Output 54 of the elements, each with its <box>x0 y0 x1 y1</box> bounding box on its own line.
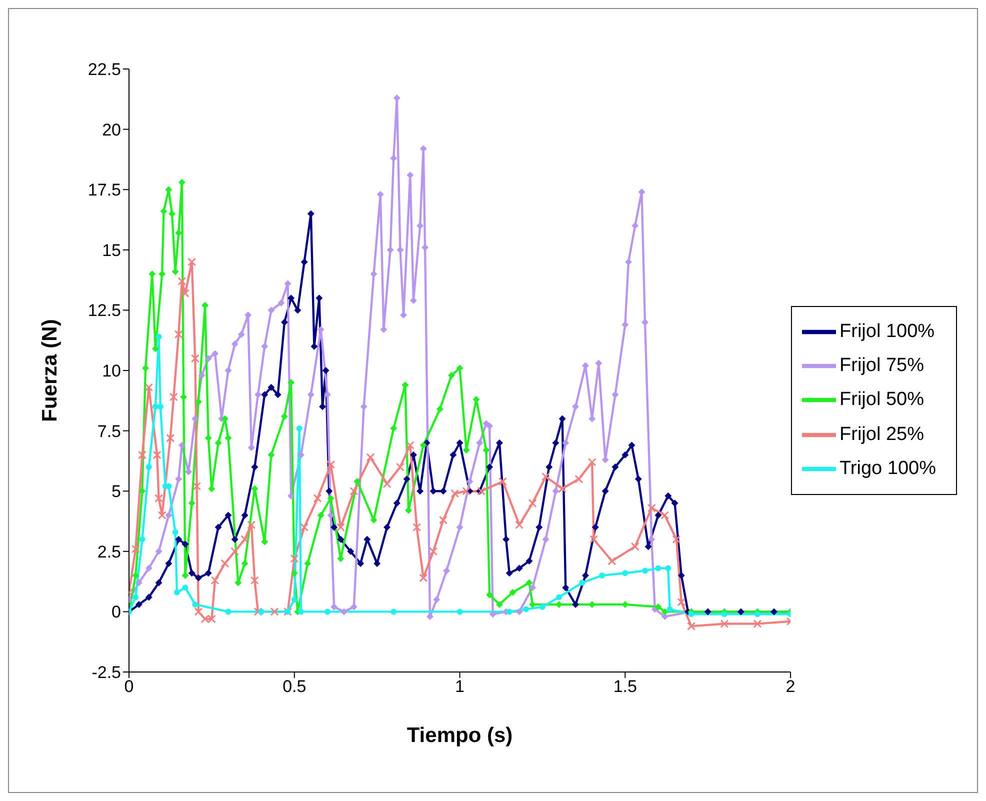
point <box>291 596 298 603</box>
point <box>156 334 162 340</box>
point <box>665 565 672 572</box>
point <box>258 608 264 615</box>
x-tick-label: 2 <box>786 677 796 696</box>
point <box>132 594 139 600</box>
point <box>390 608 397 615</box>
y-tick-label: 17.5 <box>88 180 121 200</box>
y-tick-label: 0 <box>112 602 121 622</box>
point <box>721 611 728 618</box>
point <box>172 529 178 536</box>
y-tick-label: 20 <box>102 120 121 140</box>
legend-label: Frijol 50% <box>840 390 924 410</box>
legend-label: Frijol 25% <box>840 424 924 445</box>
x-axis-title: Tiempo (s) <box>406 724 513 747</box>
point <box>174 589 180 596</box>
point <box>598 572 605 579</box>
legend-label: Frijol 75% <box>840 355 924 376</box>
y-tick-label: 22.5 <box>88 60 121 80</box>
point <box>324 608 330 615</box>
x-tick-label: 0 <box>124 677 134 696</box>
point <box>506 608 512 615</box>
y-tick-label: -2.5 <box>92 663 121 682</box>
legend-label: Trigo 100% <box>840 458 936 479</box>
point <box>192 601 198 608</box>
point <box>754 611 760 618</box>
point <box>225 608 232 615</box>
point <box>642 568 648 574</box>
point <box>182 584 188 591</box>
y-tick-label: 15 <box>102 240 121 260</box>
point <box>139 536 146 542</box>
point <box>296 425 302 432</box>
point <box>666 606 673 612</box>
point <box>456 608 463 615</box>
legend-label: Frijol 100% <box>840 321 935 342</box>
point <box>688 611 694 618</box>
x-tick-label: 1.5 <box>613 677 637 696</box>
point <box>655 565 662 572</box>
point <box>556 594 562 600</box>
y-tick-label: 10 <box>102 362 121 381</box>
x-tick-label: 0.5 <box>282 677 306 696</box>
x-tick-label: 1 <box>455 677 464 696</box>
point <box>157 404 164 410</box>
point <box>622 570 628 576</box>
y-tick-label: 7.5 <box>97 422 121 441</box>
y-tick-label: 2.5 <box>97 542 121 562</box>
y-tick-label: 12.5 <box>88 301 121 320</box>
point <box>146 464 152 470</box>
point <box>539 604 546 610</box>
point <box>522 606 529 612</box>
y-axis-title: Fuerza (N) <box>38 319 62 422</box>
point <box>579 580 586 586</box>
point <box>298 608 304 615</box>
y-tick-label: 5 <box>112 482 121 502</box>
